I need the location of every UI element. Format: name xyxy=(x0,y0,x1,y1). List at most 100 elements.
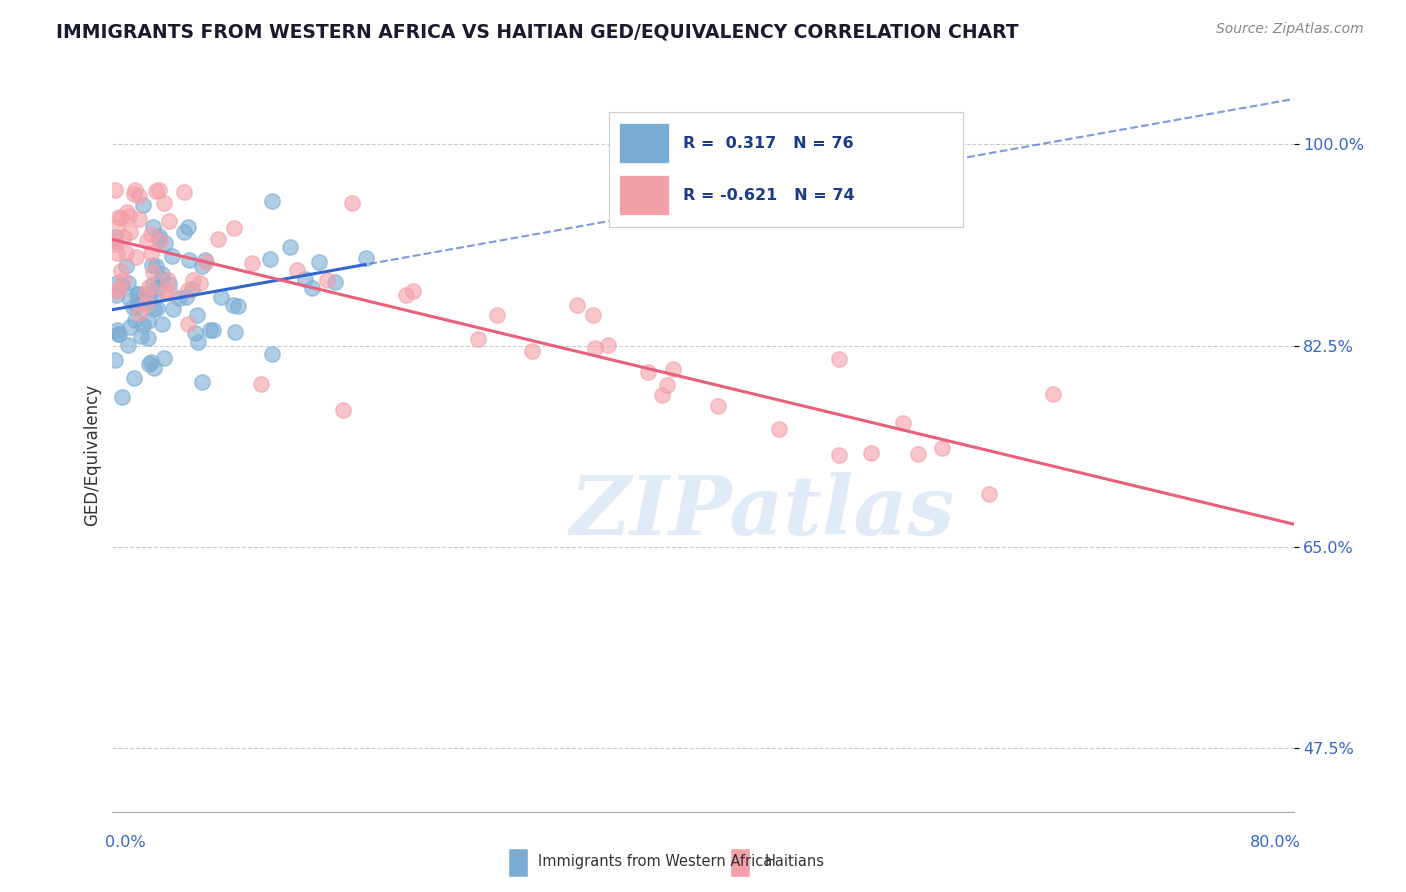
Point xyxy=(125,287,148,301)
Point xyxy=(931,441,953,455)
Point xyxy=(596,337,619,351)
Point xyxy=(157,273,180,287)
Y-axis label: GED/Equivalency: GED/Equivalency xyxy=(83,384,101,526)
Point xyxy=(104,352,127,367)
Point xyxy=(301,280,323,294)
Point xyxy=(859,446,882,460)
Point xyxy=(125,251,148,265)
Point xyxy=(122,371,145,385)
Point xyxy=(183,272,205,286)
Point xyxy=(148,183,170,197)
Point xyxy=(294,272,316,286)
Point xyxy=(259,252,281,266)
Point xyxy=(174,290,197,304)
Point xyxy=(131,329,153,343)
Point xyxy=(132,295,155,310)
Point xyxy=(202,323,225,337)
Point xyxy=(138,280,160,294)
Point xyxy=(107,282,129,296)
Point xyxy=(105,284,128,298)
Text: Source: ZipAtlas.com: Source: ZipAtlas.com xyxy=(1216,22,1364,37)
Point xyxy=(637,365,659,379)
Point xyxy=(127,286,149,301)
Point xyxy=(134,286,156,301)
Point xyxy=(142,220,165,235)
Point xyxy=(139,246,162,260)
Point xyxy=(142,360,165,375)
Point xyxy=(522,343,544,358)
Point xyxy=(145,259,167,273)
Point xyxy=(768,422,790,436)
Point xyxy=(187,334,209,349)
Text: ZIPatlas: ZIPatlas xyxy=(569,472,955,552)
Point xyxy=(260,194,283,209)
Point xyxy=(150,271,173,285)
Point xyxy=(128,188,150,202)
Point xyxy=(115,246,138,260)
Point xyxy=(104,237,127,252)
Point xyxy=(707,399,730,413)
Point xyxy=(104,230,127,244)
Point xyxy=(124,183,146,197)
Point xyxy=(177,317,200,331)
Point xyxy=(104,234,127,248)
Point xyxy=(177,219,200,234)
Point xyxy=(651,388,673,402)
Point xyxy=(105,246,128,260)
Point xyxy=(110,264,132,278)
Point xyxy=(191,259,214,273)
Point xyxy=(159,285,181,300)
Point xyxy=(150,268,173,282)
Point xyxy=(198,323,221,337)
Point xyxy=(567,298,589,312)
Point xyxy=(104,183,127,197)
Point xyxy=(122,300,145,314)
Point xyxy=(354,252,377,266)
Point xyxy=(128,212,150,227)
Point xyxy=(153,351,176,365)
Point xyxy=(177,253,200,268)
Point xyxy=(191,375,214,389)
Point xyxy=(340,196,363,211)
Point xyxy=(323,275,346,289)
Point xyxy=(315,273,337,287)
Point xyxy=(122,186,145,201)
Point xyxy=(657,378,679,392)
Point xyxy=(485,309,508,323)
Point xyxy=(188,277,211,291)
Point xyxy=(145,281,167,295)
Point xyxy=(152,196,174,211)
Point xyxy=(907,447,929,461)
Point xyxy=(145,184,167,198)
Point xyxy=(143,289,166,303)
Point xyxy=(162,302,184,317)
Point xyxy=(226,299,249,313)
Point xyxy=(114,259,136,273)
Point xyxy=(136,314,159,328)
Point xyxy=(148,231,170,245)
Point xyxy=(132,198,155,212)
Point xyxy=(136,331,159,345)
Point xyxy=(111,390,134,404)
Point xyxy=(209,289,232,303)
Point xyxy=(110,211,132,225)
Point xyxy=(157,277,180,291)
Point xyxy=(285,262,308,277)
Point xyxy=(159,214,181,228)
Point xyxy=(828,351,851,366)
Point xyxy=(160,249,183,263)
Point xyxy=(891,416,914,430)
Point xyxy=(118,319,141,334)
Point xyxy=(402,284,425,298)
Point xyxy=(135,297,157,311)
Point xyxy=(467,332,489,346)
Point xyxy=(148,228,170,243)
Point xyxy=(125,300,148,314)
Point xyxy=(194,254,217,268)
Point xyxy=(118,226,141,240)
Point xyxy=(249,376,271,391)
Point xyxy=(107,211,129,225)
Point xyxy=(180,282,202,296)
Point xyxy=(173,185,195,199)
Point xyxy=(107,327,129,342)
